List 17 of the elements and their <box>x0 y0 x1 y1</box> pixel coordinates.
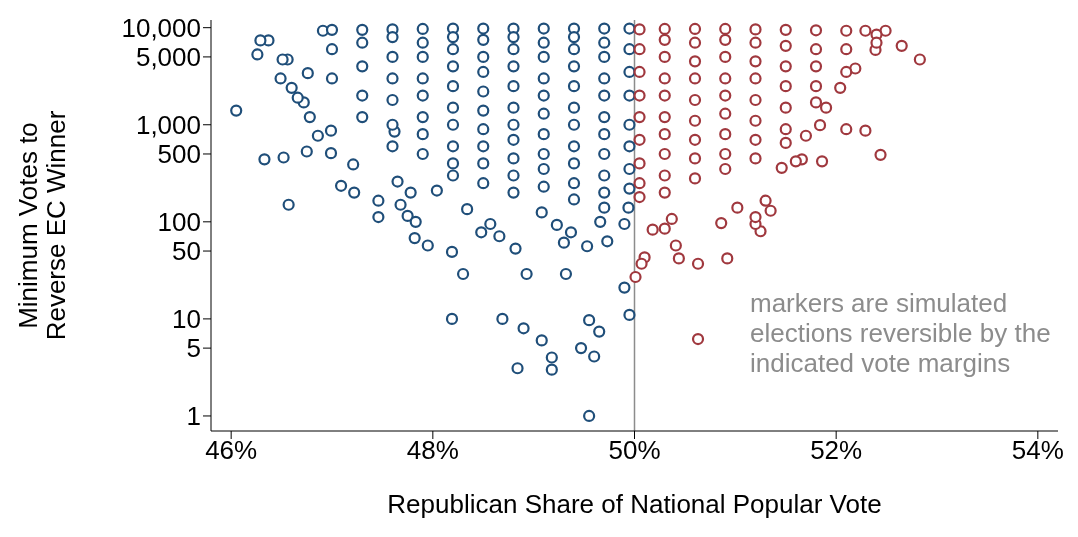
y-tick-label: 500 <box>157 139 201 170</box>
x-axis-title: Republican Share of National Popular Vote <box>387 489 882 519</box>
y-tick-label: 10 <box>172 304 201 335</box>
y-tick-label: 5,000 <box>135 42 201 73</box>
y-tick-label: 1,000 <box>135 109 201 140</box>
x-tick-label: 50% <box>608 435 661 466</box>
x-tick-label: 52% <box>810 435 863 466</box>
y-tick-label: 1 <box>186 401 201 432</box>
x-tick-label: 54% <box>1011 435 1064 466</box>
y-tick-label: 50 <box>172 236 201 267</box>
y-axis-title: Minimum Votes to Reverse EC Winner <box>13 110 71 341</box>
x-tick-label: 48% <box>406 435 459 466</box>
annotation: markers are simulated elections reversible by the indicated vote margins <box>750 288 1052 378</box>
y-tick-label: 5 <box>186 333 201 364</box>
x-tick-label: 46% <box>205 435 258 466</box>
y-tick-label: 100 <box>157 207 201 238</box>
y-tick-label: 10,000 <box>121 12 201 43</box>
